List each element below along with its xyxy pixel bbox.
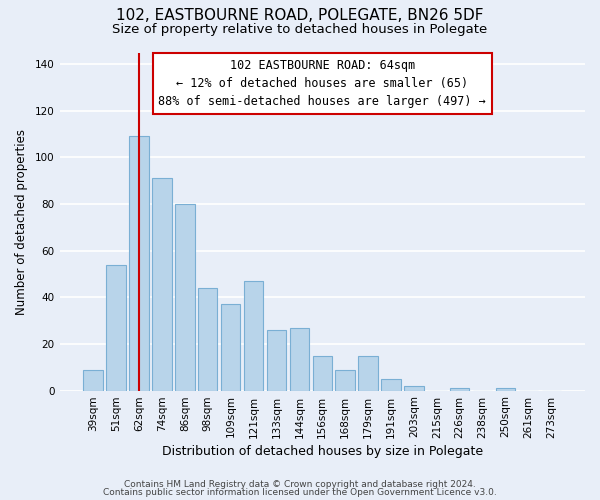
Bar (175, 204, 194, 390)
Bar (83, 370, 103, 390)
Text: 102, EASTBOURNE ROAD, POLEGATE, BN26 5DF: 102, EASTBOURNE ROAD, POLEGATE, BN26 5DF (116, 8, 484, 22)
Bar (221, 304, 241, 390)
Bar (198, 288, 217, 390)
Bar (106, 264, 126, 390)
Bar (267, 330, 286, 390)
Bar (152, 178, 172, 390)
Text: 102 EASTBOURNE ROAD: 64sqm
← 12% of detached houses are smaller (65)
88% of semi: 102 EASTBOURNE ROAD: 64sqm ← 12% of deta… (158, 60, 486, 108)
Y-axis label: Number of detached properties: Number of detached properties (15, 128, 28, 314)
Bar (358, 356, 378, 390)
Bar (404, 386, 424, 390)
Bar (496, 388, 515, 390)
Text: Contains HM Land Registry data © Crown copyright and database right 2024.: Contains HM Land Registry data © Crown c… (124, 480, 476, 489)
Bar (450, 388, 469, 390)
Bar (381, 379, 401, 390)
Bar (129, 136, 149, 390)
X-axis label: Distribution of detached houses by size in Polegate: Distribution of detached houses by size … (162, 444, 483, 458)
Bar (335, 370, 355, 390)
Text: Contains public sector information licensed under the Open Government Licence v3: Contains public sector information licen… (103, 488, 497, 497)
Text: Size of property relative to detached houses in Polegate: Size of property relative to detached ho… (112, 22, 488, 36)
Bar (244, 281, 263, 390)
Bar (313, 356, 332, 390)
Bar (290, 328, 309, 390)
